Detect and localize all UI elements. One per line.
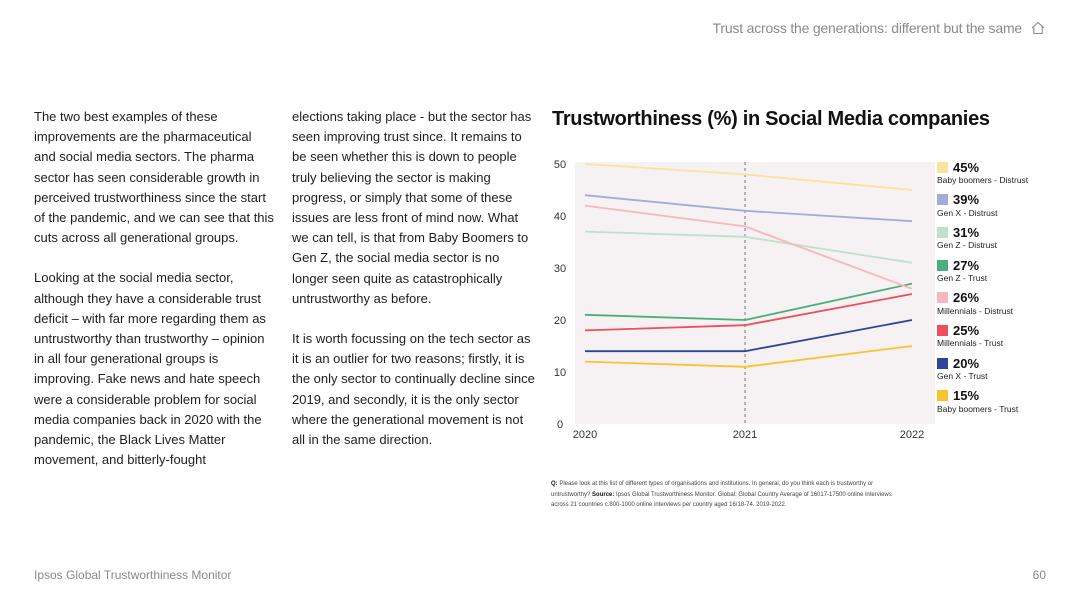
legend-value: 27%: [953, 257, 980, 273]
y-tick-label: 40: [554, 211, 566, 223]
chart-title: Trustworthiness (%) in Social Media comp…: [552, 108, 990, 130]
legend-value: 25%: [953, 322, 980, 338]
legend-value: 31%: [953, 224, 980, 240]
series-line: [585, 319, 913, 353]
legend-item: 15% Baby boomers - Trust: [937, 388, 1067, 421]
legend-swatch: [937, 390, 948, 402]
legend-item: 39% Gen X - Distrust: [937, 192, 1067, 225]
source-text: Ipsos Global Trustworthiness Monitor. Gl…: [551, 491, 892, 509]
legend-swatch: [937, 161, 948, 173]
legend-item: 31% Gen Z - Distrust: [937, 224, 1067, 257]
legend-label: Baby boomers - Distrust: [937, 175, 1029, 185]
series-line: [584, 163, 913, 191]
series-line: [584, 345, 913, 368]
legend-label: Gen X - Distrust: [937, 207, 998, 218]
home-icon[interactable]: [1030, 20, 1046, 36]
legend-label: Gen Z - Trust: [937, 273, 988, 284]
page-number: 60: [1032, 568, 1046, 582]
footer-publication: Ipsos Global Trustworthiness Monitor: [34, 568, 232, 582]
legend-item: 45% Baby boomers - Distrust: [937, 159, 1067, 192]
legend-swatch: [937, 226, 948, 238]
x-tick-label: 2020: [573, 429, 597, 441]
chart-legend: 45% Baby boomers - Distrust 39% Gen X - Dis…: [937, 159, 1067, 421]
y-tick-label: 30: [554, 263, 566, 275]
paragraph: elections taking place - but the sector …: [292, 109, 532, 306]
y-tick-label: 50: [554, 159, 566, 171]
legend-label: Millennials - Distrust: [937, 305, 1014, 316]
series-line: [584, 282, 913, 321]
legend-value: 45%: [953, 159, 980, 175]
legend-row: 39%: [937, 192, 1067, 208]
legend-swatch: [937, 324, 948, 336]
legend-value: 15%: [953, 388, 980, 404]
x-tick-label: 2021: [733, 429, 757, 441]
series-line: [584, 194, 913, 223]
legend-row: 26%: [937, 290, 1067, 306]
legend-item: 25% Millennials - Trust: [937, 322, 1067, 355]
legend-swatch: [937, 292, 948, 304]
chart-footnote: Q: Please look at this list of different…: [551, 479, 911, 511]
legend-label: Gen X - Trust: [937, 371, 988, 382]
legend-swatch: [937, 259, 948, 271]
legend-label: Baby boomers - Trust: [937, 403, 1019, 414]
body-column-2: elections taking place - but the sector …: [292, 107, 536, 470]
y-tick-label: 10: [554, 367, 566, 379]
legend-value: 39%: [953, 192, 980, 208]
source-label: Source:: [592, 491, 615, 498]
legend-swatch: [937, 194, 948, 206]
line-chart: 0 10 20 30 40 50 2020 2021 2022: [554, 159, 935, 441]
y-tick-label: 20: [554, 315, 566, 327]
body-column-1: The two best examples of these improveme…: [34, 107, 274, 490]
legend-item: 26% Millennials - Distrust: [937, 290, 1067, 323]
question-label: Q:: [551, 481, 558, 487]
y-tick-label: 0: [557, 419, 563, 431]
legend-row: 31%: [937, 224, 1067, 240]
plot-background: [575, 162, 935, 424]
legend-row: 45%: [937, 159, 1067, 175]
paragraph: The two best examples of these improveme…: [34, 109, 274, 246]
series-line: [584, 204, 913, 290]
series-line: [584, 293, 913, 332]
series-line: [584, 230, 913, 264]
legend-label: Gen Z - Distrust: [937, 240, 997, 251]
legend-row: 27%: [937, 257, 1067, 273]
legend-row: 25%: [937, 322, 1067, 338]
paragraph: Looking at the social media sector, alth…: [34, 270, 266, 468]
question-text: Please look at this list of different ty…: [551, 481, 874, 498]
x-tick-label: 2022: [900, 429, 924, 441]
legend-row: 15%: [937, 388, 1067, 404]
legend-label: Millennials - Trust: [937, 338, 1004, 349]
page-header-title: Trust across the generations: different …: [712, 20, 1023, 36]
legend-value: 20%: [953, 355, 980, 371]
legend-item: 27% Gen Z - Trust: [937, 257, 1067, 290]
legend-value: 26%: [953, 290, 980, 306]
paragraph: It is worth focussing on the tech sector…: [292, 331, 535, 448]
legend-swatch: [937, 357, 948, 369]
legend-row: 20%: [937, 355, 1067, 371]
legend-item: 20% Gen X - Trust: [937, 355, 1067, 388]
